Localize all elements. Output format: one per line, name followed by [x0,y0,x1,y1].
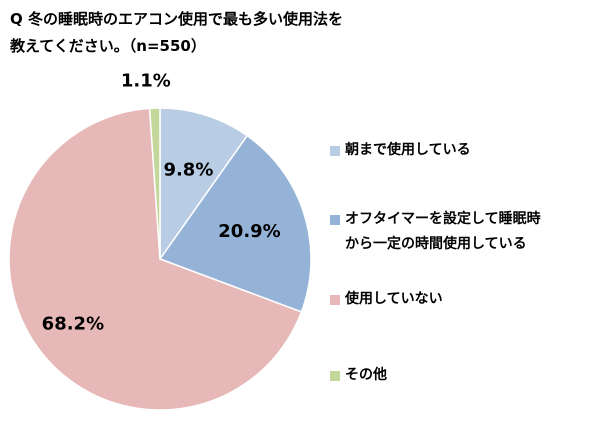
pie-slice-1 [158,134,312,313]
legend-item-2: 使用していない [330,287,443,312]
pie-slice-0 [159,107,249,262]
legend-item-0: 朝まで使用している [330,138,471,163]
legend-label-3-line-1: その他 [345,367,387,383]
legend-label-2-line-1: 使用していない [345,291,443,307]
legend-swatch-2 [330,295,340,305]
pie-value-label-3: 1.1% [121,70,171,91]
legend-swatch-0 [330,146,340,156]
chart-title-line-1: Q 冬の睡眠時のエアコン使用で最も多い使用法を [10,10,343,28]
legend-label-3: その他 [345,363,387,388]
legend-label-1-line-2: から一定の時間使用している [345,236,527,252]
pie-value-labels: 9.8% 20.9% 68.2% 1.1% [42,70,281,334]
legend-label-0-line-1: 朝まで使用している [345,142,471,158]
legend-swatch-1 [330,215,340,225]
pie-value-label-2: 68.2% [42,314,104,335]
pie-value-label-0: 9.8% [163,159,213,180]
legend-item-1: オフタイマーを設定して睡眠時 から一定の時間使用している [330,207,541,257]
chart-title-line-2: 教えてください。（n=550） [10,37,206,55]
legend-label-0: 朝まで使用している [345,138,471,163]
chart-legend: 朝まで使用している オフタイマーを設定して睡眠時 から一定の時間使用している 使… [330,0,589,443]
legend-item-3: その他 [330,363,387,388]
legend-label-1-line-1: オフタイマーを設定して睡眠時 [345,211,541,227]
pie-slices [8,107,312,411]
chart-title: Q 冬の睡眠時のエアコン使用で最も多い使用法を 教えてください。（n=550） [10,6,430,60]
pie-slice-3 [148,107,161,260]
legend-swatch-3 [330,371,340,381]
legend-label-2: 使用していない [345,287,443,312]
pie-value-label-1: 20.9% [218,221,280,242]
legend-label-1: オフタイマーを設定して睡眠時 から一定の時間使用している [345,207,541,257]
pie-slice-2 [8,107,303,411]
